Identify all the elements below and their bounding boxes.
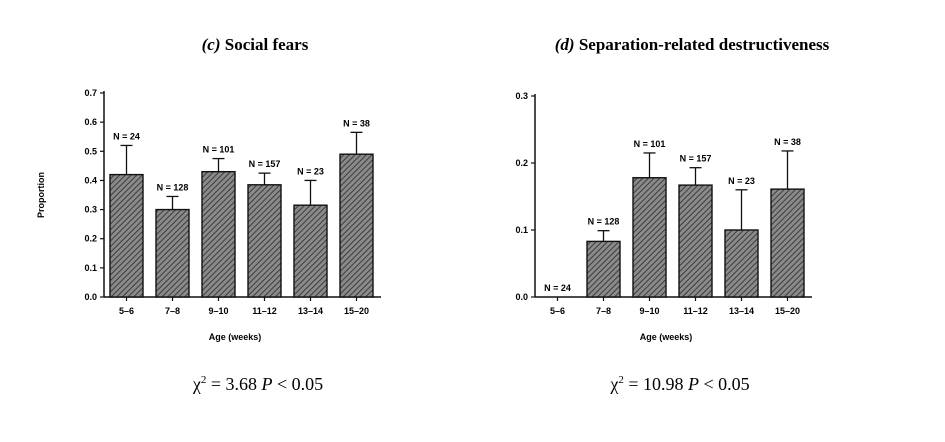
panel-c-ytick-label: 0.5	[84, 146, 97, 156]
panel-c-statistic: χ2 = 3.68 P < 0.05	[192, 374, 323, 394]
panel-c-ytick-label: 0.1	[84, 263, 97, 273]
panel-c-title-text: Social fears	[225, 35, 309, 54]
panel-d-xtick-label: 5–6	[550, 306, 565, 316]
panel-c-n-label: N = 157	[249, 159, 281, 169]
panel-c-ytick-label: 0.4	[84, 175, 97, 185]
panel-d-statistic: χ2 = 10.98 P < 0.05	[609, 374, 749, 394]
panel-c-ytick-label: 0.2	[84, 234, 97, 244]
panel-d-n-label: N = 157	[680, 154, 712, 164]
panel-d-n-label: N = 24	[544, 283, 571, 293]
panel-d-title: (d) Separation-related destructiveness	[555, 35, 830, 54]
panel-c-xtick-label: 5–6	[119, 306, 134, 316]
panel-d-chi-value: = 10.98	[628, 374, 683, 394]
panel-c-bar	[247, 184, 282, 298]
panel-c-xtick-label: 7–8	[165, 306, 180, 316]
panel-c-n-label: N = 23	[297, 166, 324, 176]
panel-d-n-label: N = 38	[774, 137, 801, 147]
panel-c-bar	[293, 204, 328, 298]
panel-c-ytick-label: 0.0	[84, 292, 97, 302]
panel-d-bar	[678, 184, 713, 298]
panel-c-xtick-label: 11–12	[252, 306, 277, 316]
panel-d-bar	[770, 188, 805, 298]
panel-d-n-label: N = 23	[728, 176, 755, 186]
panel-c-xlabel: Age (weeks)	[209, 332, 262, 342]
panel-c-ytick-label: 0.6	[84, 117, 97, 127]
panel-c-n-label: N = 38	[343, 118, 370, 128]
panel-d-xtick-label: 15–20	[775, 306, 800, 316]
panel-c-ytick-label: 0.7	[84, 88, 97, 98]
panel-d-ytick-label: 0.3	[515, 91, 528, 101]
panel-d-xtick-label: 11–12	[683, 306, 708, 316]
panel-d-ytick-label: 0.2	[515, 158, 528, 168]
panel-d-xtick-label: 13–14	[729, 306, 754, 316]
panel-c-ylabel: Proportion	[36, 172, 46, 218]
panel-d-xlabel: Age (weeks)	[640, 332, 693, 342]
panel-c-n-label: N = 24	[113, 131, 140, 141]
panel-c-xtick-label: 9–10	[208, 306, 228, 316]
panel-d-p-symbol: P	[687, 374, 699, 394]
panel-d-n-label: N = 128	[588, 217, 620, 227]
panel-c-bar	[201, 170, 236, 298]
panel-d-n-label: N = 101	[634, 139, 666, 149]
panel-c-p-symbol: P	[261, 374, 273, 394]
panel-c-bar	[109, 173, 144, 298]
panel-c-xtick-label: 13–14	[298, 306, 323, 316]
panel-c-plot: 0.0 0.1 0.2 0.3 0.4 0.5 0.6 0.7 N = 24 5–6 N = 128…	[84, 88, 381, 316]
panel-d-bar	[586, 240, 621, 298]
panel-c-chi-value: = 3.68	[211, 374, 257, 394]
panel-c-n-label: N = 128	[157, 182, 189, 192]
panel-c-p-value: < 0.05	[277, 374, 323, 394]
panel-d-ytick-label: 0.1	[515, 225, 528, 235]
panel-c-bar	[155, 208, 190, 298]
panel-c-bar	[339, 153, 374, 298]
panel-d-title-text: Separation-related destructiveness	[579, 35, 830, 54]
panel-c-title-label: (c)	[202, 35, 221, 54]
panel-d-xtick-label: 7–8	[596, 306, 611, 316]
panel-d-p-value: < 0.05	[704, 374, 750, 394]
panel-c-xtick-label: 15–20	[344, 306, 369, 316]
panel-d-bar	[724, 229, 759, 298]
panel-d-plot: 0.0 0.1 0.2 0.3 N = 24 5–6 N = 128 7–8 N = 101 9–…	[515, 91, 812, 316]
panel-c-chi-symbol: χ	[192, 374, 201, 394]
panel-d-title-label: (d)	[555, 35, 575, 54]
panel-d-chi-symbol: χ	[609, 374, 618, 394]
panel-c-title: (c) Social fears	[202, 35, 309, 54]
panel-d-xtick-label: 9–10	[639, 306, 659, 316]
panel-c-n-label: N = 101	[203, 145, 235, 155]
panel-c-ytick-label: 0.3	[84, 205, 97, 215]
panel-d-bar	[632, 177, 667, 298]
panel-d-ytick-label: 0.0	[515, 292, 528, 302]
